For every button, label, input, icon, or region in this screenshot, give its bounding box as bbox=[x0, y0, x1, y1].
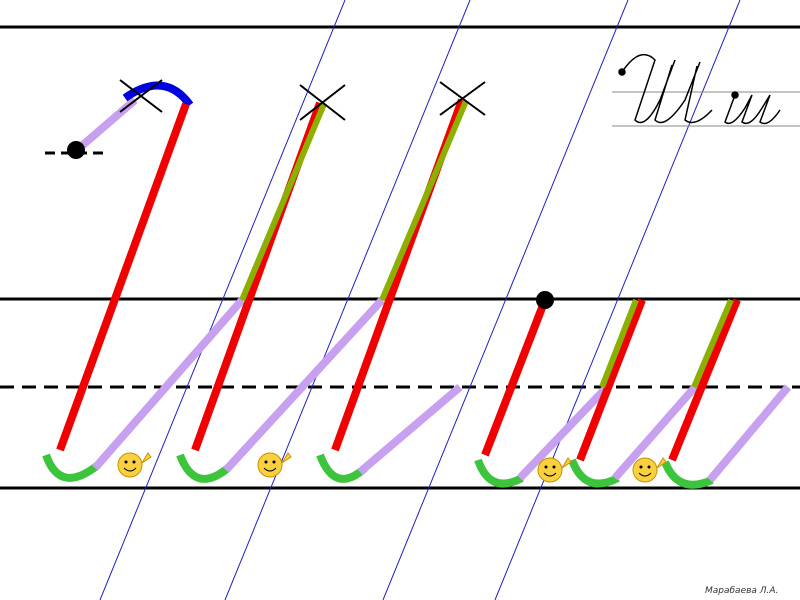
small-letter bbox=[474, 291, 792, 489]
letter-2 bbox=[176, 84, 385, 483]
letter-1 bbox=[42, 79, 246, 482]
author: Марабаева Л.А. bbox=[705, 586, 778, 596]
letter-3 bbox=[316, 81, 486, 483]
cursive-sample bbox=[612, 53, 800, 127]
smileys bbox=[117, 452, 667, 483]
